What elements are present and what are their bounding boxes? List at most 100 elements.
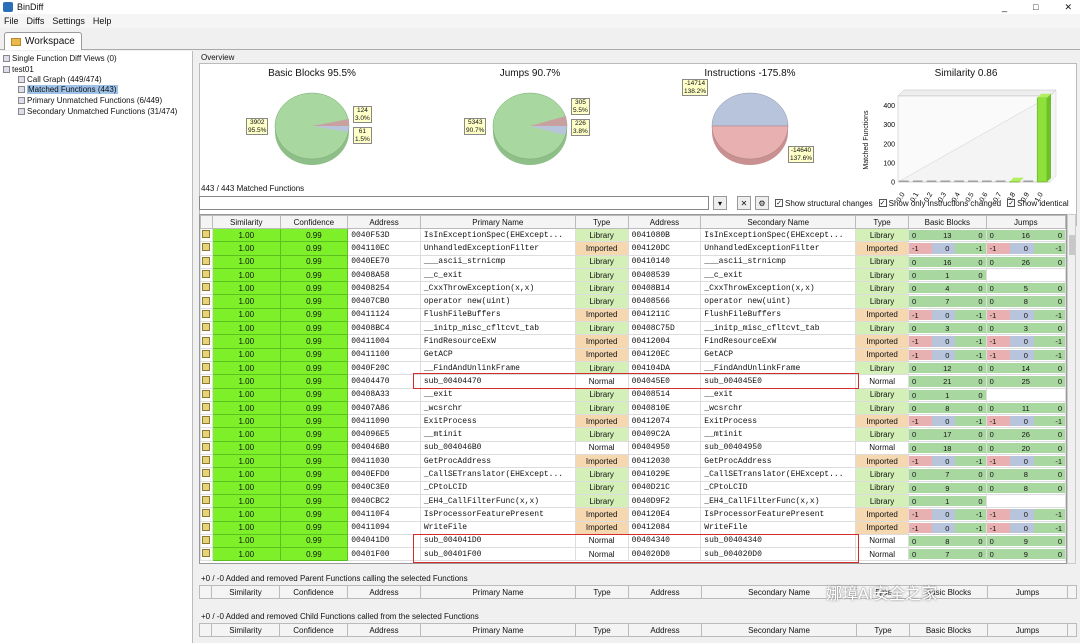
col-similarity[interactable]: Similarity	[212, 586, 280, 598]
row-icon-cell	[200, 241, 213, 256]
col-secondary-address[interactable]: Address	[627, 215, 702, 229]
show-identical-checkbox[interactable]: ✓ Show identical	[1007, 198, 1069, 208]
table-row[interactable]: 1.00 0.99 004110F4 IsProcessorFeaturePresen…	[200, 507, 1066, 522]
col-jumps[interactable]: Jumps	[988, 624, 1068, 636]
col-primary-name[interactable]: Primary Name	[419, 215, 576, 229]
table-row[interactable]: 1.00 0.99 00411090 ExitProcess Imported 00412…	[200, 414, 1066, 429]
col-secondary-name[interactable]: Secondary Name	[700, 215, 857, 229]
similarity-cell: 1.00	[211, 400, 281, 416]
col-primary-type[interactable]: Type	[576, 624, 629, 636]
col-confidence[interactable]: Confidence	[280, 586, 348, 598]
table-scrollbar[interactable]	[1067, 214, 1076, 564]
table-row[interactable]: 1.00 0.99 0040C3E0 _CPtoLCID Library 0040D21C…	[200, 480, 1066, 495]
confidence-cell: 0.99	[279, 414, 349, 429]
jumps-cell: 0 26 0	[985, 254, 1066, 269]
table-row[interactable]: 1.00 0.99 0040CBC2 _EH4_CallFilterFunc(x,x)…	[200, 493, 1066, 509]
matched-count: 3	[945, 324, 950, 334]
added-count: -1	[975, 417, 983, 427]
table-row[interactable]: 1.00 0.99 00411030 GetProcAddress Imported 00…	[200, 454, 1066, 469]
col-secondary-type[interactable]: Type	[857, 586, 910, 598]
col-primary-type[interactable]: Type	[576, 586, 629, 598]
col-secondary-type[interactable]: Type	[857, 624, 910, 636]
menu-diffs[interactable]: Diffs	[26, 16, 45, 26]
col-jumps[interactable]: Jumps	[985, 215, 1066, 229]
close-button[interactable]: ✕	[1064, 2, 1072, 12]
change-bar	[987, 549, 1065, 560]
col-primary-address[interactable]: Address	[348, 586, 421, 598]
tree-item-call-graph[interactable]: Call Graph (449/474)	[18, 75, 102, 84]
col-secondary-name[interactable]: Secondary Name	[702, 586, 857, 598]
table-row[interactable]: 1.00 0.99 00404470 sub_00404470 Normal 004045…	[200, 374, 1066, 389]
change-bar	[954, 456, 986, 467]
table-row[interactable]: 1.00 0.99 0040F53D IsInExceptionSpec(EHExce…	[200, 227, 1066, 243]
settings-gear-icon[interactable]: ⚙	[755, 196, 769, 210]
tree-item-test01[interactable]: test01	[3, 65, 34, 74]
col-jumps[interactable]: Jumps	[988, 586, 1068, 598]
table-row[interactable]: 1.00 0.99 00401F00 sub_00401F00 Normal 004020…	[200, 547, 1066, 562]
table-row[interactable]: 1.00 0.99 00408BC4 __initp_misc_cfltcvt_tab…	[200, 321, 1066, 336]
col-secondary-type[interactable]: Type	[855, 215, 909, 229]
col-basic-blocks[interactable]: Basic Blocks	[910, 624, 988, 636]
col-primary-name[interactable]: Primary Name	[421, 586, 576, 598]
clear-filter-button[interactable]: ✕	[737, 196, 751, 210]
menu-help[interactable]: Help	[92, 16, 112, 26]
secondary-address-cell: 00412004	[627, 334, 702, 349]
menu-settings[interactable]: Settings	[52, 16, 85, 26]
primary-address-cell: 0040EFD0	[347, 467, 421, 482]
x-tick-label: 0.4	[951, 191, 962, 203]
show-structural-changes-checkbox[interactable]: ✓ Show structural changes	[775, 198, 873, 208]
table-row[interactable]: 1.00 0.99 00411124 FlushFileBuffers Imported…	[200, 307, 1066, 323]
minimize-button[interactable]: _	[1002, 2, 1008, 12]
table-row[interactable]: 1.00 0.99 00408A58 __c_exit Library 00408539 _…	[200, 267, 1066, 283]
tree-item-secondary-unmatched[interactable]: Secondary Unmatched Functions (31/474)	[18, 107, 177, 116]
matched-count: 0	[1023, 510, 1028, 520]
col-primary-address[interactable]: Address	[347, 215, 421, 229]
change-bar	[987, 429, 1065, 440]
jumps-cell	[985, 387, 1066, 402]
table-row[interactable]: 1.00 0.99 0040EFD0 _CallSETranslator(EHExce…	[200, 467, 1066, 482]
col-confidence[interactable]: Confidence	[280, 624, 348, 636]
table-row[interactable]: 1.00 0.99 00411100 GetACP Imported 004120EC Ge…	[200, 347, 1066, 362]
tree-item-single-diff-views[interactable]: Single Function Diff Views (0)	[3, 54, 117, 63]
primary-name-cell: GetProcAddress	[419, 454, 576, 469]
table-row[interactable]: 1.00 0.99 0040F20C __FindAndUnlinkFrame Libr…	[200, 360, 1066, 376]
col-secondary-name[interactable]: Secondary Name	[702, 624, 857, 636]
table-row[interactable]: 1.00 0.99 00407A86 _wcsrchr Library 0040810E _…	[200, 400, 1066, 416]
col-basic-blocks[interactable]: Basic Blocks	[910, 586, 988, 598]
col-secondary-address[interactable]: Address	[629, 586, 702, 598]
col-secondary-address[interactable]: Address	[629, 624, 702, 636]
table-row[interactable]: 1.00 0.99 004041D0 sub_004041D0 Normal 004043…	[200, 533, 1066, 549]
tree-item-primary-unmatched[interactable]: Primary Unmatched Functions (6/449)	[18, 96, 162, 105]
col-basic-blocks[interactable]: Basic Blocks	[907, 215, 987, 229]
table-row[interactable]: 1.00 0.99 004110EC UnhandledExceptionFilter…	[200, 241, 1066, 256]
scrollbar-thumb[interactable]	[1069, 235, 1075, 255]
dropdown-arrow-icon[interactable]: ▾	[713, 196, 727, 210]
tab-workspace[interactable]: Workspace	[4, 32, 82, 50]
menu-file[interactable]: File	[4, 16, 19, 26]
table-row[interactable]: 1.00 0.99 00411094 WriteFile Imported 0041208…	[200, 520, 1066, 535]
table-row[interactable]: 1.00 0.99 00408254 _CxxThrowException(x,x) L…	[200, 281, 1066, 296]
table-row[interactable]: 1.00 0.99 004046B0 sub_004046B0 Normal 004049…	[200, 440, 1066, 456]
jumps-pie	[492, 92, 568, 165]
matched-functions-table[interactable]: Similarity Confidence Address Primary Na…	[199, 214, 1067, 564]
maximize-button[interactable]: □	[1033, 2, 1039, 12]
added-count: 0	[978, 270, 983, 280]
col-primary-name[interactable]: Primary Name	[421, 624, 576, 636]
col-similarity[interactable]: Similarity	[212, 624, 280, 636]
table-row[interactable]: 1.00 0.99 00408A33 __exit Library 00408514 __e…	[200, 387, 1066, 402]
table-row[interactable]: 1.00 0.99 00407CB0 operator new(uint) Librar…	[200, 294, 1066, 309]
table-row[interactable]: 1.00 0.99 004096E5 __mtinit Library 00409C2A _…	[200, 427, 1066, 442]
col-primary-address[interactable]: Address	[348, 624, 421, 636]
table-row[interactable]: 1.00 0.99 00411004 FindResourceExW Imported 0…	[200, 334, 1066, 349]
tree-item-matched-functions[interactable]: Matched Functions (443)	[18, 85, 118, 94]
col-confidence[interactable]: Confidence	[279, 215, 349, 229]
primary-address-cell: 00407CB0	[347, 294, 421, 309]
primary-name-cell: _CPtoLCID	[419, 480, 576, 495]
table-row[interactable]: 1.00 0.99 0040EE70 ___ascii_strnicmp Library…	[200, 254, 1066, 269]
col-primary-type[interactable]: Type	[574, 215, 629, 229]
function-match-icon	[202, 549, 211, 558]
col-similarity[interactable]: Similarity	[211, 215, 281, 229]
filter-input[interactable]	[199, 196, 709, 210]
function-match-icon	[202, 522, 211, 531]
show-instructions-changed-checkbox[interactable]: ✓ Show only instructions changed	[878, 198, 1002, 208]
